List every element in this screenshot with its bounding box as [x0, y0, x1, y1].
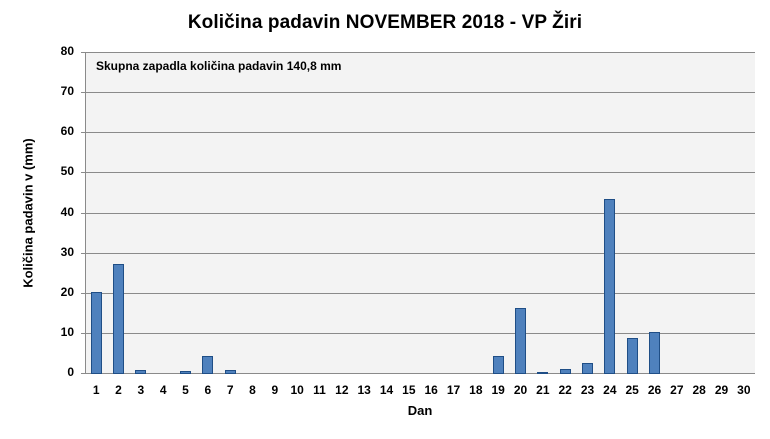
gridline [85, 92, 755, 94]
chart-title: Količina padavin NOVEMBER 2018 - VP Žiri [187, 12, 583, 33]
x-tick-label: 9 [271, 383, 279, 397]
x-tick-label: 4 [159, 383, 167, 397]
x-tick-label: 28 [692, 383, 706, 397]
bar-day-22 [559, 368, 571, 374]
y-tick-label: 30 [60, 244, 74, 259]
x-tick-label: 8 [249, 383, 256, 397]
x-tick-label: 5 [182, 383, 189, 397]
y-tick-mark [81, 292, 85, 294]
bar-day-24 [604, 199, 616, 374]
x-tick-label: 23 [580, 383, 595, 397]
gridline [85, 292, 755, 294]
bar-day-7 [224, 369, 236, 374]
y-tick-mark [81, 252, 85, 254]
y-tick-label: 0 [67, 365, 74, 379]
gridline [85, 172, 755, 174]
bar-day-3 [135, 369, 147, 374]
x-tick-label: 22 [558, 383, 572, 397]
y-tick-mark [81, 132, 85, 134]
x-tick-label: 6 [204, 383, 212, 397]
x-tick-label: 24 [603, 383, 617, 397]
gridline [85, 132, 755, 134]
x-tick-label: 14 [379, 383, 394, 397]
bar-day-6 [202, 355, 214, 374]
bar-day-25 [626, 337, 638, 374]
x-tick-label: 25 [625, 383, 639, 397]
y-tick-mark [81, 212, 85, 214]
x-tick-label: 3 [137, 383, 145, 397]
bar-day-21 [537, 371, 549, 374]
x-tick-label: 7 [226, 383, 234, 397]
x-tick-label: 11 [313, 383, 326, 397]
gridline [85, 252, 755, 254]
x-tick-label: 29 [714, 383, 729, 397]
plot-area [85, 52, 755, 373]
bar-day-23 [582, 362, 593, 374]
y-tick-label: 80 [60, 44, 74, 58]
x-tick-label: 20 [513, 383, 528, 397]
gridline [85, 52, 755, 53]
x-tick-label: 26 [647, 383, 662, 397]
gridline [85, 212, 755, 214]
bar-day-5 [180, 370, 191, 374]
y-axis-title: Količina padavin v (mm) [20, 138, 36, 288]
bar-day-20 [515, 307, 526, 374]
x-axis-title: Dan [407, 403, 433, 418]
y-tick-label: 50 [60, 164, 74, 179]
x-tick-label: 18 [469, 383, 483, 397]
y-tick-mark [81, 373, 85, 374]
bar-day-1 [90, 291, 102, 374]
bar-day-2 [113, 264, 124, 374]
total-annotation: Skupna zapadla količina padavin 140,8 mm [96, 59, 342, 73]
x-tick-label: 21 [536, 383, 550, 397]
x-tick-label: 2 [115, 383, 122, 397]
y-tick-mark [81, 92, 85, 94]
x-tick-label: 30 [737, 383, 751, 397]
x-axis-line [85, 373, 755, 374]
bar-day-19 [492, 355, 504, 374]
x-tick-label: 15 [402, 383, 416, 397]
x-tick-label: 19 [491, 383, 505, 397]
y-tick-label: 20 [60, 284, 74, 299]
x-tick-label: 17 [446, 383, 461, 397]
y-tick-label: 60 [60, 124, 74, 139]
y-tick-label: 70 [60, 84, 74, 99]
x-tick-label: 16 [424, 383, 438, 397]
y-tick-mark [81, 52, 85, 53]
x-tick-label: 12 [335, 383, 349, 397]
x-tick-label: 1 [92, 383, 100, 397]
y-tick-label: 40 [60, 204, 74, 219]
bar-day-26 [649, 331, 660, 374]
gridline [85, 332, 755, 334]
y-axis-line [85, 52, 86, 374]
y-tick-mark [81, 332, 85, 334]
x-tick-label: 27 [670, 383, 684, 397]
x-tick-label: 13 [357, 383, 371, 397]
x-tick-label: 10 [290, 383, 304, 397]
y-tick-mark [81, 172, 85, 174]
y-tick-label: 10 [60, 324, 74, 339]
